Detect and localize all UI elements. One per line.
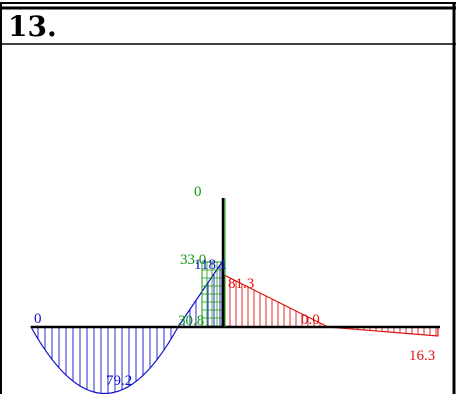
- left-span-curve: [29, 326, 180, 394]
- right-span-lower: [327, 326, 439, 337]
- label-middle: 30.8: [178, 313, 204, 329]
- left-span-hatching: [37, 327, 172, 394]
- label-right-zero: 0.0: [301, 312, 320, 328]
- label-right-top: 81.3: [228, 276, 254, 292]
- label-left-zero: 0: [34, 311, 42, 327]
- problem-number: 13.: [8, 10, 57, 43]
- label-column-moment: 118.1: [194, 257, 227, 273]
- label-right-end: 16.3: [409, 348, 435, 364]
- label-left-peak: 79.2: [106, 373, 132, 389]
- label-column-top-axial: 0: [194, 184, 202, 200]
- left-span-diagram: [29, 326, 180, 394]
- label-column-axial: 33.0: [180, 252, 206, 268]
